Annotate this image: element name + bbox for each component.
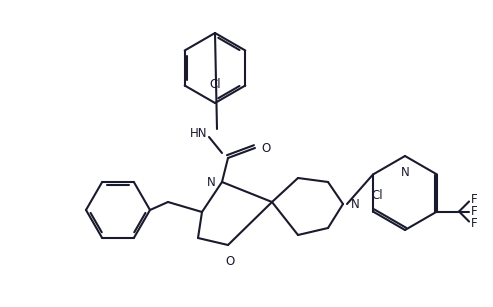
Text: F: F	[471, 205, 478, 218]
Text: O: O	[261, 142, 270, 154]
Text: O: O	[225, 255, 235, 268]
Text: N: N	[207, 176, 216, 188]
Text: HN: HN	[189, 126, 207, 139]
Text: N: N	[401, 166, 409, 179]
Text: N: N	[351, 197, 360, 211]
Text: F: F	[471, 193, 478, 206]
Text: Cl: Cl	[371, 188, 383, 201]
Text: Cl: Cl	[209, 78, 221, 91]
Text: F: F	[471, 217, 478, 230]
